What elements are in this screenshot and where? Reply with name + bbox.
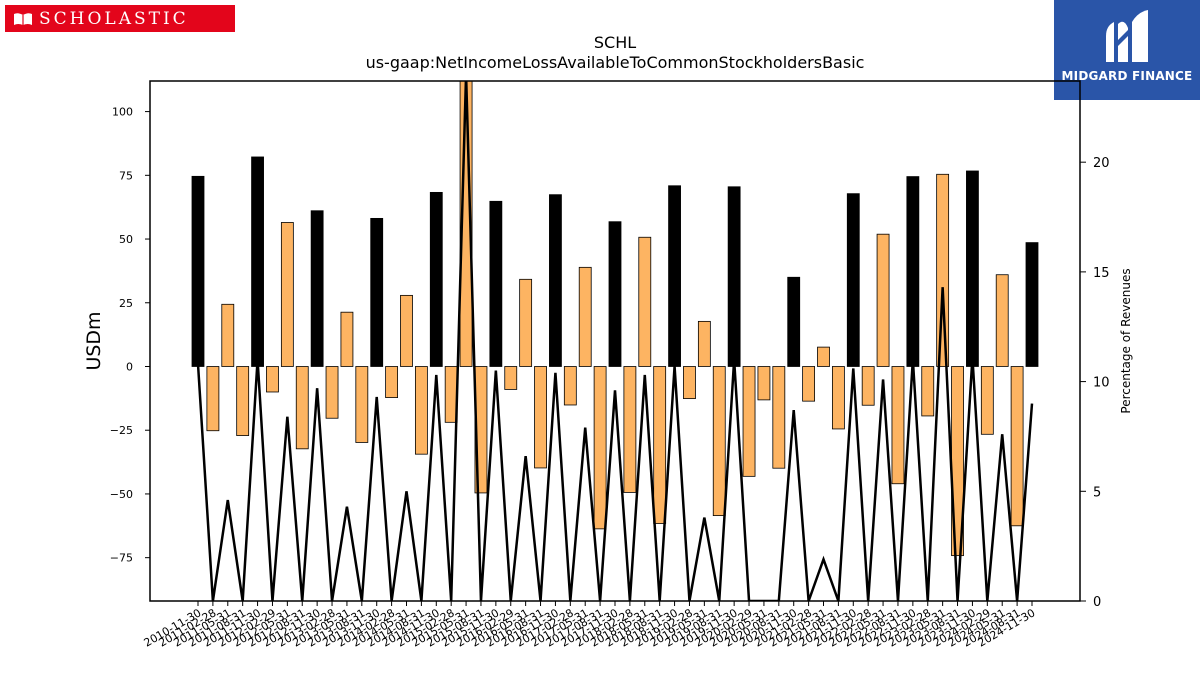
bar-2019-02-28 [683,366,696,400]
bar-2019-08-31 [712,366,726,517]
bar-2014-05-31 [400,294,413,367]
bar-2017-11-30 [608,221,622,367]
bar-2013-02-28 [325,366,339,419]
bar-2022-05-31 [876,233,890,367]
bar-2022-08-31 [891,366,905,485]
y2-axis-label: Percentage of Revenues [1119,268,1133,413]
bar-2020-08-31 [772,366,786,469]
line-layer [196,81,1034,601]
midgard-m-icon [1106,10,1148,62]
x-ticks: 2010-11-302011-02-282011-05-312011-08-31… [142,601,1038,650]
bar-2020-02-29 [742,366,756,477]
bar-2020-05-31 [757,366,771,401]
bar-2012-05-31 [280,222,294,367]
bar-2018-05-31 [638,236,652,367]
bar-2022-02-28 [861,366,875,406]
bar-2024-02-29 [980,366,994,435]
bar-2011-05-31 [221,303,235,367]
bar-2022-11-30 [906,176,920,367]
bar-2023-05-31 [936,173,950,367]
y-tick-label: −75 [110,552,133,565]
y2-tick-label: 5 [1093,485,1101,500]
bar-2024-05-31 [995,274,1009,367]
y-tick-label: 0 [126,360,133,373]
bar-2013-05-31 [340,311,354,367]
y-tick-label: 100 [112,106,133,119]
bar-2011-08-31 [236,366,250,436]
chart-subtitle: us-gaap:NetIncomeLossAvailableToCommonSt… [366,53,865,72]
bar-2018-08-31 [653,366,667,524]
y2-tick-label: 20 [1093,156,1110,171]
bar-2014-02-28 [385,366,399,398]
y-ticks: −75 −50 −25 0 25 50 75 100 [110,106,150,565]
bar-2021-05-31 [817,346,830,367]
bar-2023-11-30 [966,170,979,367]
bars-layer [191,81,1039,557]
bar-2021-11-30 [846,193,860,367]
bar-2011-11-30 [251,156,264,367]
y2-tick-label: 0 [1093,595,1101,610]
y-tick-label: 25 [119,297,133,310]
bar-2017-05-31 [578,266,592,367]
bar-2012-11-30 [310,210,324,367]
bar-2021-08-31 [831,366,845,430]
y2-tick-label: 15 [1093,266,1110,281]
midgard-finance-logo: MIDGARD FINANCE [1054,0,1200,100]
bar-2016-11-30 [549,194,562,367]
bar-2021-02-28 [802,366,816,402]
y-tick-label: −25 [110,424,133,437]
bar-2018-11-30 [668,185,681,367]
scholastic-wordmark: SCHOLASTIC [39,8,189,29]
y2-ticks: 0 5 10 15 20 [1080,156,1110,610]
bar-2012-08-31 [295,366,309,450]
bar-2023-02-28 [921,366,935,417]
bar-2014-08-31 [414,366,428,455]
bar-2013-11-30 [370,217,384,367]
bar-2016-05-31 [519,278,533,367]
y-tick-label: 75 [119,169,133,182]
bar-2019-05-31 [697,320,711,367]
bar-2024-08-31 [1010,366,1024,527]
bar-2013-08-31 [355,366,369,443]
bar-2019-11-30 [727,186,741,367]
bar-2024-11-30 [1025,242,1039,367]
bar-2020-11-30 [787,276,801,367]
y-tick-label: −50 [110,488,133,501]
bar-2010-11-30 [191,175,205,367]
bar-2017-02-28 [563,366,577,406]
bar-2018-02-28 [623,366,637,493]
y2-tick-label: 10 [1093,376,1110,391]
y-axis-label: USDm [83,311,105,370]
bar-2016-08-31 [534,366,547,469]
bar-2015-11-30 [489,200,503,367]
bar-2011-02-28 [206,366,220,432]
bar-2014-11-30 [429,191,443,367]
y-tick-label: 50 [119,233,133,246]
midgard-finance-name: MIDGARD FINANCE [1061,69,1193,83]
bar-2016-02-29 [504,366,518,390]
bar-2017-08-31 [593,366,607,530]
open-book-icon [14,12,32,25]
percentage-line [196,81,1034,601]
bar-2012-02-29 [266,366,279,393]
scholastic-logo: SCHOLASTIC [5,5,235,32]
chart-title: SCHL [594,33,636,52]
